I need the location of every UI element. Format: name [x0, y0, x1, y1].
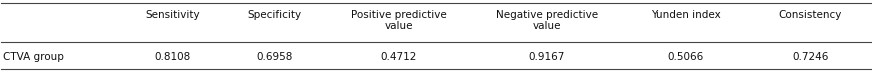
Text: 0.8108: 0.8108 — [154, 52, 191, 62]
Text: Yunden index: Yunden index — [651, 10, 720, 20]
Text: 0.7246: 0.7246 — [793, 52, 828, 62]
Text: 0.4712: 0.4712 — [381, 52, 417, 62]
Text: 0.9167: 0.9167 — [528, 52, 565, 62]
Text: CTVA group: CTVA group — [3, 52, 64, 62]
Text: Consistency: Consistency — [779, 10, 842, 20]
Text: Positive predictive
value: Positive predictive value — [351, 10, 446, 31]
Text: 0.6958: 0.6958 — [256, 52, 292, 62]
Text: Sensitivity: Sensitivity — [145, 10, 200, 20]
Text: Specificity: Specificity — [247, 10, 301, 20]
Text: 0.5066: 0.5066 — [668, 52, 704, 62]
Text: Negative predictive
value: Negative predictive value — [496, 10, 598, 31]
